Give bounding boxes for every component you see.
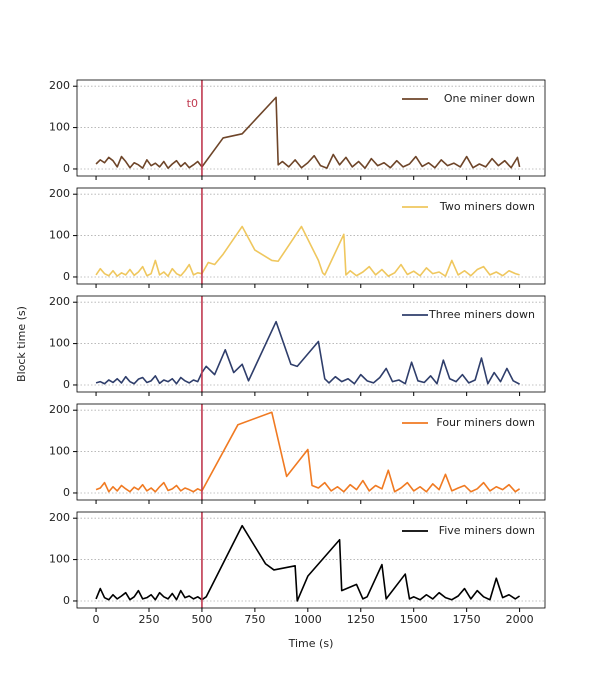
axes-frame [76,403,546,501]
x-tick-label: 750 [244,613,265,626]
y-tick-label: 0 [63,486,70,499]
x-tick-label: 500 [191,613,212,626]
panel: 0 100 200 Three miners down Block time (s) [15,295,546,396]
axes-frame [76,511,546,609]
x-tick-label: 0 [93,613,100,626]
y-tick-label: 200 [49,511,70,524]
panel: 0 100 200 Two miners down [49,187,546,288]
data-line [95,524,521,602]
x-tick-label: 1500 [400,613,428,626]
y-tick-label: 200 [49,187,70,200]
y-tick-label: 100 [49,445,70,458]
y-tick-label: 100 [49,553,70,566]
y-tick-label: 100 [49,121,70,134]
data-line [95,225,520,277]
axes-frame [76,79,546,177]
y-tick-label: 200 [49,295,70,308]
legend-label: One miner down [444,92,535,105]
y-tick-label: 0 [63,378,70,391]
axes-frame [76,187,546,285]
panel: 0 100 200 Four miners down [49,403,546,504]
y-tick-label: 200 [49,403,70,416]
y-tick-label: 200 [49,79,70,92]
event-label: t0 [187,97,198,110]
y-tick-label: 0 [63,594,70,607]
x-tick-label: 1250 [347,613,375,626]
y-tick-label: 100 [49,229,70,242]
x-tick-label: 1000 [294,613,322,626]
y-tick-label: 100 [49,337,70,350]
axes-frame [76,295,546,393]
x-axis-label: Time (s) [288,637,334,650]
panel: 0 100 200 t0 One miner down [49,79,546,180]
legend-label: Two miners down [439,200,535,213]
x-tick-label: 2000 [506,613,534,626]
y-tick-label: 0 [63,162,70,175]
legend-label: Three miners down [428,308,535,321]
legend-label: Five miners down [439,524,535,537]
data-line [95,96,521,169]
x-tick-label: 250 [139,613,160,626]
data-line [95,411,521,493]
y-axis-label: Block time (s) [15,306,28,382]
x-tick-label: 1750 [453,613,481,626]
legend-label: Four miners down [436,416,535,429]
y-tick-label: 0 [63,270,70,283]
data-line [95,320,520,385]
